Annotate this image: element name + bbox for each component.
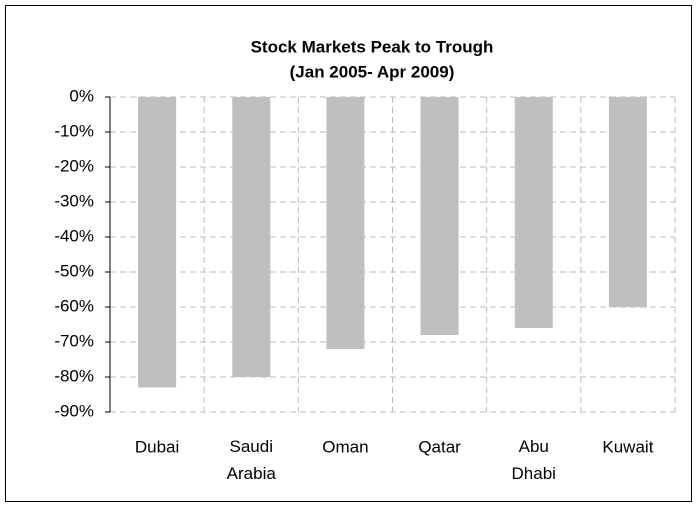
y-tick-label: -60% bbox=[54, 296, 94, 315]
chart-title: Stock Markets Peak to Trough bbox=[251, 37, 494, 56]
y-tick-label: -80% bbox=[54, 366, 94, 385]
bar bbox=[138, 97, 177, 388]
x-tick-label: Oman bbox=[322, 437, 368, 456]
x-tick-label: Saudi Arabia bbox=[227, 437, 277, 483]
y-tick-label: -50% bbox=[54, 261, 94, 280]
y-tick-label: -90% bbox=[54, 401, 94, 420]
x-tick-label: Dubai bbox=[135, 437, 179, 456]
x-tick-label: Kuwait bbox=[602, 437, 653, 456]
y-tick-label: -20% bbox=[54, 156, 94, 175]
bar bbox=[326, 97, 365, 349]
bar bbox=[420, 97, 459, 335]
bar bbox=[608, 97, 647, 307]
chart-subtitle: (Jan 2005- Apr 2009) bbox=[290, 62, 455, 81]
y-tick-label: 0% bbox=[69, 86, 94, 105]
bar bbox=[514, 97, 553, 328]
x-tick-label: Qatar bbox=[418, 437, 461, 456]
y-tick-label: -10% bbox=[54, 121, 94, 140]
y-tick-label: -40% bbox=[54, 226, 94, 245]
y-tick-label: -70% bbox=[54, 331, 94, 350]
bar bbox=[232, 97, 271, 377]
y-tick-label: -30% bbox=[54, 191, 94, 210]
x-tick-label: Abu Dhabi bbox=[512, 437, 556, 483]
